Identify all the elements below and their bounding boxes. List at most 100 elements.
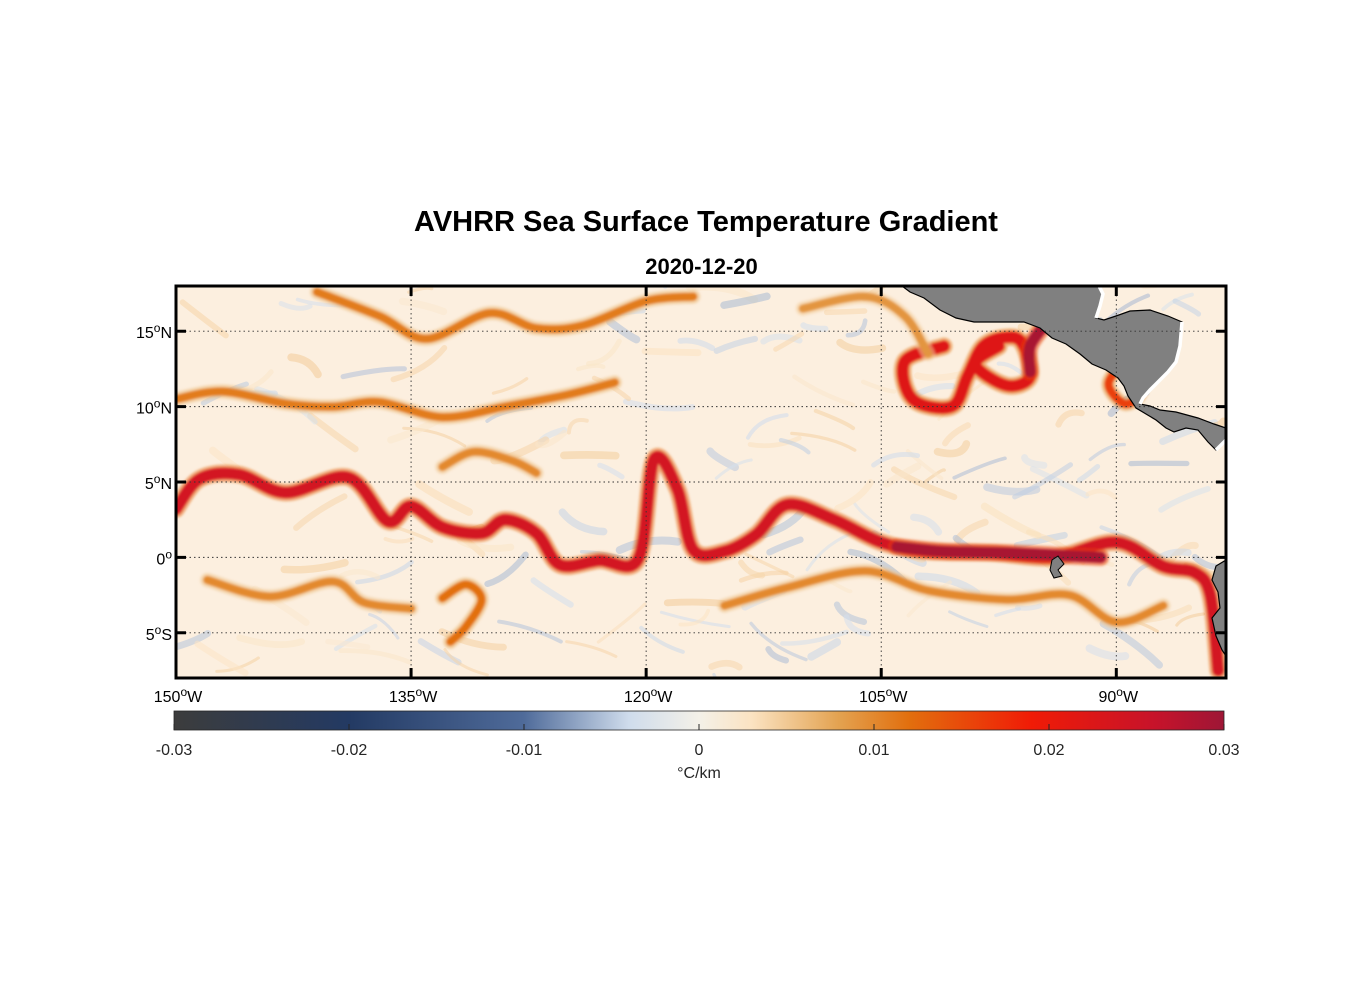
- texture-streak: [720, 292, 771, 309]
- texture-streak: [340, 366, 407, 380]
- colorbar: -0.03 -0.02 -0.01 0 0.01 0.02 0.03 °C/km: [156, 710, 1240, 782]
- texture-streak: [535, 429, 568, 449]
- texture-streak: [333, 623, 378, 651]
- texture-streak: [662, 286, 669, 289]
- gradient-feature: [313, 288, 698, 343]
- lat-tick-label: 15oN: [136, 321, 172, 342]
- lon-tick-label: 105oW: [859, 685, 908, 706]
- texture-streak: [677, 337, 716, 351]
- texture-streak: [678, 608, 710, 627]
- texture-streak: [606, 317, 641, 344]
- texture-streak: [942, 422, 971, 447]
- texture-streak: [566, 418, 589, 435]
- texture-streak: [355, 559, 414, 585]
- texture-streak: [792, 374, 856, 408]
- colorbar-tick-label: 0.03: [1208, 742, 1239, 759]
- texture-streak: [910, 513, 943, 536]
- texture-streak: [1076, 463, 1101, 483]
- texture-streak: [738, 559, 766, 579]
- latitude-labels: 15oN 10oN 5oN 0o 5oS: [136, 321, 172, 644]
- texture-streak: [383, 536, 415, 544]
- colorbar-tick-label: -0.02: [331, 742, 368, 759]
- texture-streak: [778, 438, 811, 455]
- colorbar-frame: [173, 710, 1225, 731]
- texture-streak: [586, 338, 622, 367]
- texture-streak: [933, 440, 971, 458]
- texture-streak: [236, 634, 305, 648]
- texture-streak: [491, 377, 529, 395]
- texture-streak: [1012, 462, 1074, 500]
- lat-tick-label: 5oN: [145, 472, 172, 493]
- texture-streak: [952, 456, 1007, 480]
- texture-streak: [813, 408, 856, 431]
- colorbar-gradient: [174, 711, 1224, 730]
- gradient-feature: [798, 292, 933, 358]
- texture-streak: [765, 646, 790, 664]
- texture-streak: [641, 347, 702, 357]
- lon-tick-label: 135oW: [389, 685, 438, 706]
- texture-streak: [845, 318, 868, 338]
- texture-streak: [1175, 612, 1206, 627]
- texture-streak: [1085, 488, 1118, 501]
- gradient-feature: [203, 576, 416, 613]
- texture-streak: [639, 625, 685, 654]
- texture-streak: [390, 344, 448, 383]
- texture-streak: [1158, 486, 1211, 513]
- texture-streak: [280, 558, 349, 574]
- colorbar-tick-label: 0: [695, 742, 704, 759]
- texture-streak: [780, 629, 849, 646]
- texture-streak: [883, 462, 922, 488]
- texture-streak: [484, 551, 529, 588]
- texture-streak: [560, 451, 620, 460]
- texture-streak: [194, 640, 249, 677]
- texture-streak: [338, 648, 412, 665]
- texture-streak: [807, 638, 842, 661]
- texture-streak: [1021, 454, 1048, 469]
- texture-streak: [714, 458, 753, 480]
- texture-streak: [293, 493, 348, 531]
- lon-tick-label: 120oW: [624, 685, 673, 706]
- gradient-feature: [176, 378, 619, 422]
- texture-streak: [834, 479, 874, 512]
- texture-streak: [565, 640, 618, 658]
- texture-streak: [766, 536, 804, 556]
- texture-streak: [176, 630, 212, 651]
- texture-streak: [747, 435, 802, 449]
- colorbar-tick-label: 0.01: [858, 742, 889, 759]
- texture-streak: [558, 508, 608, 536]
- texture-streak: [773, 331, 805, 352]
- texture-streak: [1055, 409, 1085, 428]
- texture-streak: [1172, 298, 1202, 317]
- texture-streak: [1029, 466, 1090, 499]
- texture-streak: [1167, 541, 1199, 564]
- map-area: [174, 284, 1228, 680]
- texture-streak: [861, 379, 897, 394]
- texture-streak: [398, 297, 448, 316]
- texture-streak: [415, 480, 473, 516]
- texture-streak: [836, 338, 887, 354]
- chart-subtitle: 2020-12-20: [645, 254, 758, 279]
- texture-streak: [829, 580, 853, 594]
- lon-tick-label: 150oW: [154, 685, 203, 706]
- gradient-feature: [438, 447, 541, 477]
- texture-streak: [871, 452, 921, 468]
- texture-streak: [1088, 442, 1126, 462]
- texture-streak: [597, 462, 625, 480]
- colorbar-label: °C/km: [677, 765, 721, 782]
- texture-streak: [980, 502, 1042, 540]
- texture-streak: [1014, 603, 1043, 611]
- texture-streak: [948, 610, 989, 628]
- gradient-features: [176, 286, 1226, 678]
- texture-streak: [1013, 531, 1068, 549]
- texture-streak: [659, 610, 731, 629]
- texture-streak: [179, 299, 229, 339]
- texture-streak: [623, 398, 696, 412]
- gradient-feature: [897, 331, 1037, 414]
- texture-streak: [596, 602, 647, 644]
- texture-streak: [287, 353, 322, 379]
- texture-streak: [1157, 548, 1192, 561]
- texture-streak: [530, 577, 574, 608]
- texture-streak: [402, 426, 467, 448]
- texture-streak: [339, 569, 381, 580]
- chart-title: AVHRR Sea Surface Temperature Gradient: [414, 206, 998, 238]
